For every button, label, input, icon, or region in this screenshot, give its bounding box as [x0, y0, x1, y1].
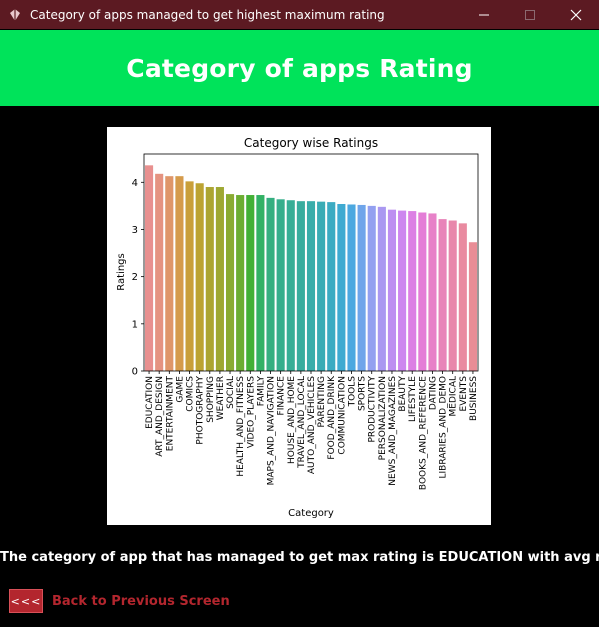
x-axis-label: Category: [288, 508, 334, 519]
bar-family: [256, 195, 265, 371]
x-tick-label: NEWS_AND_MAGAZINES: [388, 376, 398, 486]
x-tick-label: PERSONALIZATION: [378, 376, 388, 460]
bar-auto-and-vehicles: [306, 201, 316, 371]
chart-figure: Category wise Ratings Ratings Category E…: [107, 127, 491, 525]
maximize-button[interactable]: [507, 0, 553, 29]
y-tick-label: 4: [132, 178, 138, 189]
bar-chart: Category wise Ratings Ratings Category E…: [116, 136, 479, 519]
bar-food-and-drink: [327, 202, 336, 371]
chart-title: Category wise Ratings: [244, 136, 378, 150]
x-tick-label: SHOPPING: [206, 376, 216, 423]
bar-entertainment: [165, 176, 174, 371]
x-tick-label: BEAUTY: [398, 376, 408, 412]
bar-comics: [185, 181, 194, 371]
y-tick-label: 3: [132, 225, 138, 236]
bar-shopping: [205, 187, 214, 371]
x-tick-label: PRODUCTIVITY: [368, 376, 378, 443]
title-bar: Category of apps managed to get highest …: [0, 0, 599, 29]
bar-personalization: [377, 206, 386, 371]
x-tick-label: LIBRARIES_AND_DEMO: [439, 376, 449, 478]
bar-finance: [276, 199, 285, 371]
bar-parenting: [317, 201, 326, 371]
bar-medical: [448, 220, 457, 371]
x-tick-label: BOOKS_AND_REFERENCE: [418, 376, 428, 490]
back-link[interactable]: Back to Previous Screen: [52, 593, 230, 609]
y-tick-label: 1: [132, 319, 138, 330]
x-tick-label: FINANCE: [277, 376, 287, 416]
close-icon: [570, 9, 582, 20]
x-tick-label: LIFESTYLE: [408, 376, 418, 422]
bar-lifestyle: [408, 211, 417, 371]
bar-events: [458, 223, 467, 371]
x-tick-label: VIDEO_PLAYERS: [246, 376, 256, 449]
x-tick-label: AUTO_AND_VEHICLES: [307, 376, 317, 474]
x-tick-label: FOOD_AND_DRINK: [327, 375, 337, 460]
x-tick-label: HOUSE_AND_HOME: [287, 376, 297, 464]
bar-weather: [215, 187, 224, 371]
x-tick-label: ENTERTAINMENT: [165, 376, 175, 452]
x-tick-label: TRAVEL_AND_LOCAL: [297, 376, 307, 469]
x-tick-label: EDUCATION: [145, 376, 155, 429]
bar-health-and-fitness: [236, 195, 245, 371]
x-tick-label: PHOTOGRAPHY: [196, 376, 206, 445]
x-tick-label: DATING: [428, 376, 438, 410]
x-tick-label: HEALTH_AND_FITNESS: [236, 376, 246, 477]
bar-news-and-magazines: [387, 209, 397, 371]
x-tick-label: COMMUNICATION: [337, 376, 347, 455]
bar-photography: [195, 183, 204, 371]
bar-social: [225, 194, 235, 371]
x-tick-label: COMICS: [186, 376, 196, 412]
x-tick-label: FAMILY: [256, 376, 266, 407]
x-tick-label: SOCIAL: [226, 376, 236, 409]
bar-house-and-home: [286, 200, 295, 371]
minimize-icon: [479, 14, 489, 15]
x-tick-label: GAME: [175, 376, 185, 403]
x-tick-label: SPORTS: [358, 376, 368, 411]
bar-maps-and-navigation: [266, 197, 275, 371]
bar-education: [145, 165, 154, 371]
page-header: Category of apps Rating: [0, 30, 599, 106]
x-tick-label: TOOLS: [347, 376, 357, 408]
feather-icon: [10, 8, 20, 21]
x-tick-label: MAPS_AND_NAVIGATION: [267, 376, 277, 485]
bar-dating: [428, 213, 437, 371]
x-tick-label: BUSINESS: [469, 376, 479, 421]
minimize-button[interactable]: [461, 0, 507, 29]
x-tick-label: WEATHER: [216, 376, 226, 420]
bar-business: [468, 242, 477, 371]
close-button[interactable]: [553, 0, 599, 29]
y-tick-label: 0: [132, 367, 138, 378]
plot-frame: [143, 153, 479, 372]
result-summary: The category of app that has managed to …: [0, 550, 599, 565]
back-navigation: <<< Back to Previous Screen: [9, 589, 230, 613]
bar-game: [175, 176, 184, 371]
bar-art-and-design: [155, 173, 164, 371]
window-controls: [461, 0, 599, 29]
y-tick-label: 2: [132, 272, 138, 283]
bar-communication: [337, 204, 346, 371]
back-button[interactable]: <<<: [9, 589, 43, 613]
maximize-icon: [525, 9, 535, 20]
bar-libraries-and-demo: [438, 219, 447, 371]
window-title: Category of apps managed to get highest …: [30, 7, 385, 22]
bar-tools: [347, 204, 356, 371]
x-tick-label: MEDICAL: [449, 376, 459, 417]
page-title: Category of apps Rating: [126, 53, 473, 83]
bar-video-players: [246, 195, 255, 371]
bar-books-and-reference: [418, 212, 427, 371]
bar-travel-and-local: [296, 201, 305, 371]
y-axis-label: Ratings: [116, 253, 127, 290]
bar-beauty: [398, 210, 407, 371]
x-tick-label: EVENTS: [459, 376, 469, 412]
bar-productivity: [367, 205, 376, 371]
x-tick-label: PARENTING: [317, 376, 327, 428]
x-tick-label: ART_AND_DESIGN: [155, 376, 165, 457]
bar-sports: [357, 204, 366, 371]
